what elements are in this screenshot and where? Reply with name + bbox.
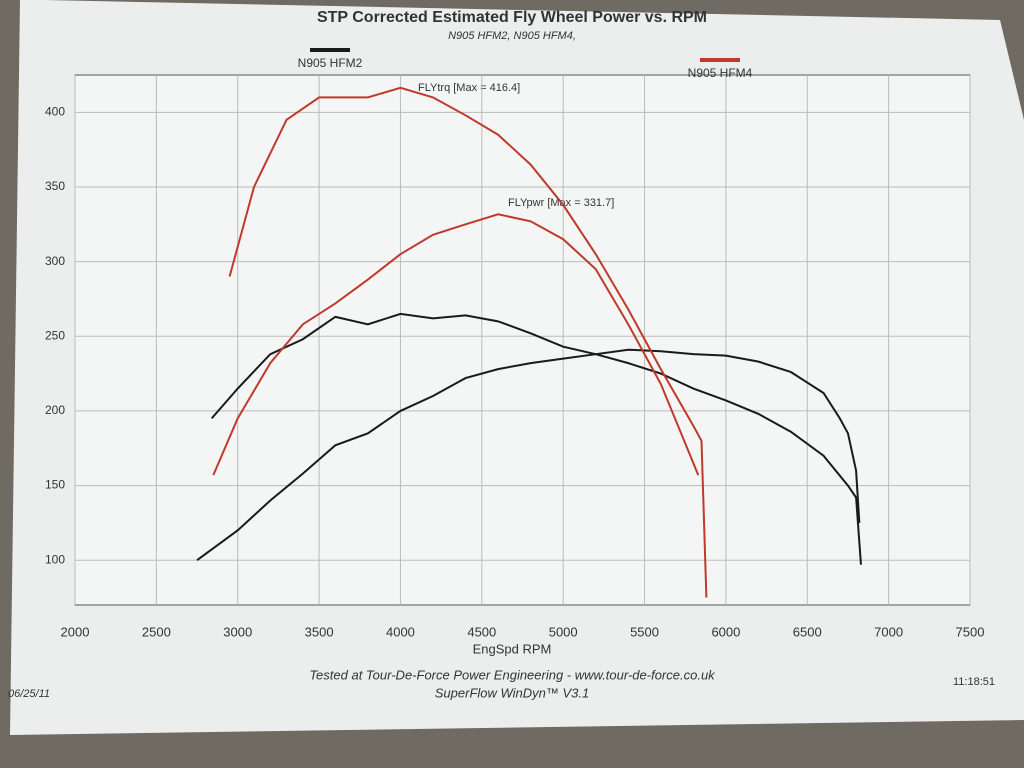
x-axis-label: EngSpd RPM [473, 641, 552, 656]
x-tick-label: 6000 [711, 624, 740, 639]
x-tick-label: 3500 [305, 624, 334, 639]
x-tick-label: 2000 [61, 624, 90, 639]
chart-title: STP Corrected Estimated Fly Wheel Power … [317, 9, 707, 26]
y-tick-label: 350 [45, 179, 65, 193]
series-line [210, 312, 862, 565]
y-tick-label: 150 [45, 478, 65, 492]
chart-subtitle: N905 HFM2, N905 HFM4, [448, 30, 576, 42]
x-tick-label: 7500 [956, 624, 985, 639]
x-tick-label: 4500 [467, 624, 496, 639]
annotation: FLYtrq [Max = 416.4] [418, 82, 520, 94]
legend-label: N905 HFM2 [298, 56, 363, 70]
y-tick-label: 400 [45, 104, 65, 118]
y-tick-label: 100 [45, 552, 65, 566]
series-line [196, 348, 861, 562]
x-tick-label: 6500 [793, 624, 822, 639]
series-line [228, 86, 708, 598]
plot-area [74, 74, 971, 606]
x-tick-label: 7000 [874, 624, 903, 639]
y-tick-label: 250 [45, 328, 65, 342]
footer-text: SuperFlow WinDyn™ V3.1 [435, 685, 590, 700]
series-line [212, 213, 700, 476]
legend-label: N905 HFM4 [688, 66, 753, 80]
footer-text: Tested at Tour-De-Force Power Engineerin… [309, 667, 716, 682]
x-tick-label: 5500 [630, 624, 659, 639]
x-tick-label: 2500 [142, 624, 171, 639]
x-tick-label: 5000 [549, 624, 578, 639]
time: 11:18:51 [953, 676, 995, 688]
x-tick-label: 3000 [223, 624, 252, 639]
y-tick-label: 300 [45, 254, 65, 268]
x-tick-label: 4000 [386, 624, 415, 639]
y-tick-label: 200 [45, 403, 65, 417]
date: 06/25/11 [8, 688, 50, 700]
